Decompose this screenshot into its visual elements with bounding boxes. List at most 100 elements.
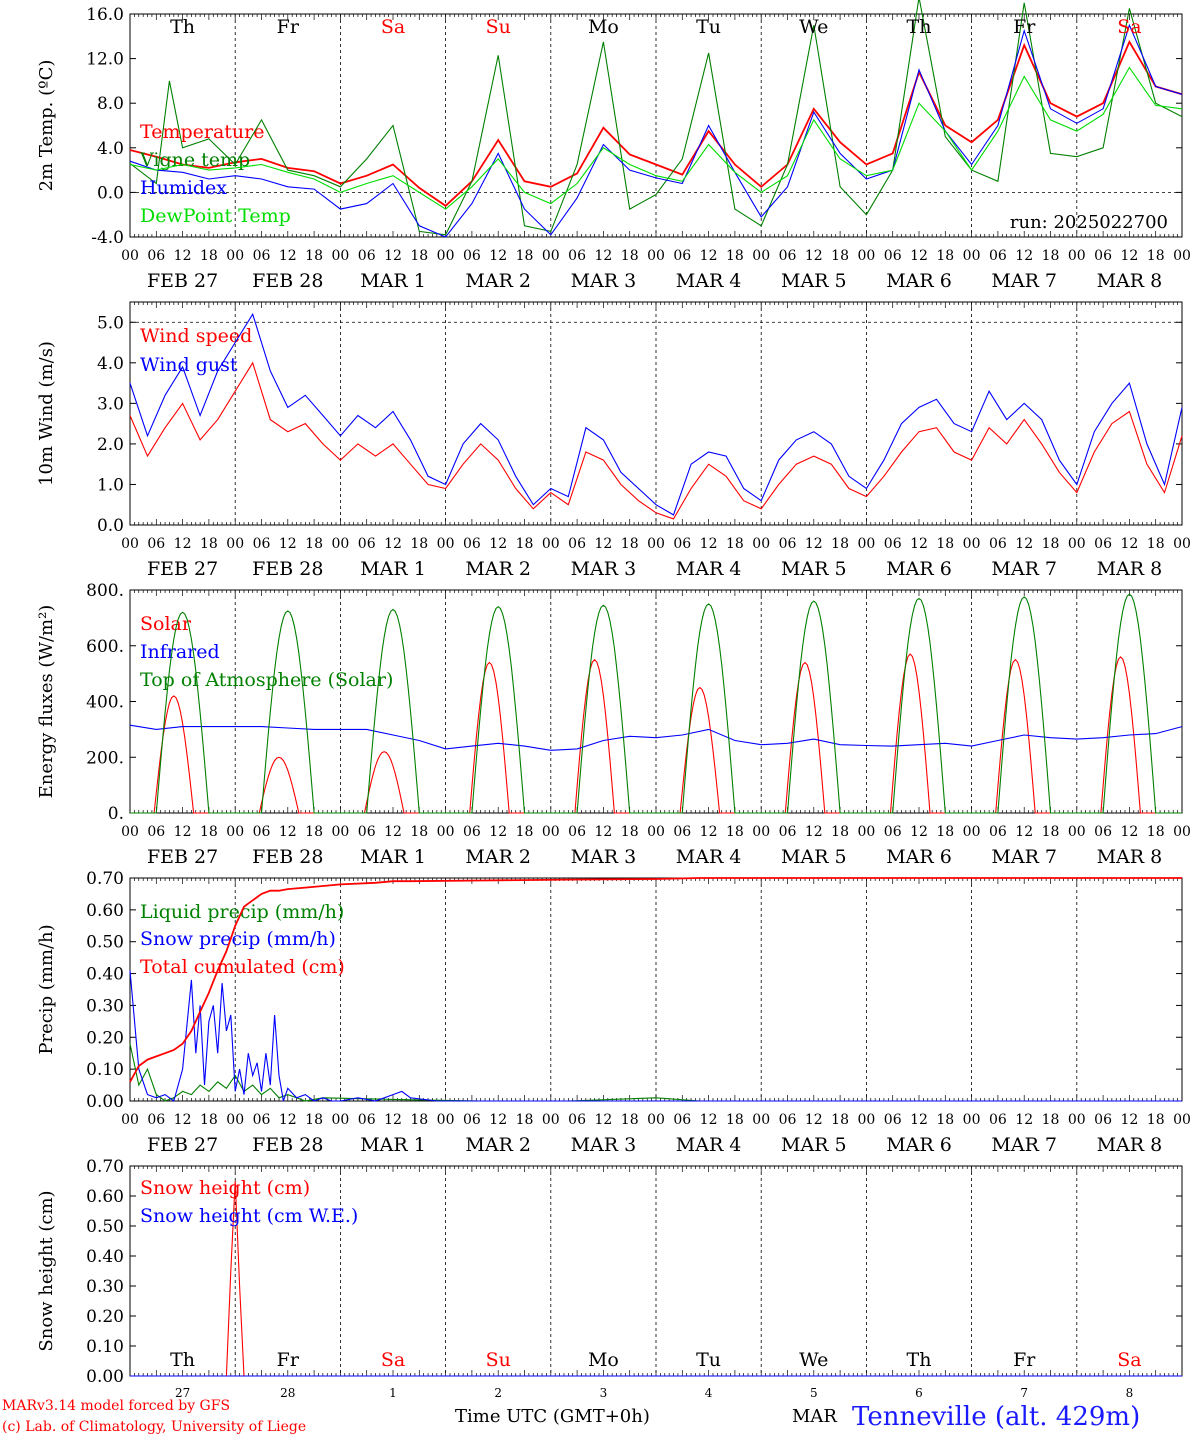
day-of-week-label: Sa bbox=[1117, 16, 1141, 38]
date-label: MAR 4 bbox=[676, 270, 742, 292]
hour-tick-label: 12 bbox=[700, 824, 718, 840]
day-of-week-label: Th bbox=[170, 1349, 195, 1371]
hour-tick-label: 00 bbox=[752, 824, 770, 840]
date-label: MAR 7 bbox=[991, 558, 1057, 580]
y-tick-label: 0. bbox=[108, 804, 124, 824]
date-label: MAR 1 bbox=[360, 846, 426, 868]
hour-tick-label: 12 bbox=[910, 1112, 928, 1128]
date-label: MAR 5 bbox=[781, 270, 847, 292]
date-label: MAR 2 bbox=[465, 846, 531, 868]
day-number-label: 3 bbox=[600, 1386, 608, 1400]
series-line-vigne-temp bbox=[129, 0, 1183, 236]
hour-tick-label: 06 bbox=[989, 536, 1007, 552]
hour-tick-label: 06 bbox=[147, 536, 165, 552]
hour-tick-label: 00 bbox=[963, 1112, 981, 1128]
hour-tick-label: 06 bbox=[989, 1112, 1007, 1128]
hour-tick-label: 00 bbox=[963, 536, 981, 552]
y-tick-label: 0.20 bbox=[86, 1307, 124, 1327]
date-label: MAR 8 bbox=[1097, 846, 1163, 868]
series-line-wind-gust bbox=[129, 312, 1183, 516]
hour-tick-label: 18 bbox=[621, 536, 639, 552]
hour-tick-label: 18 bbox=[1147, 824, 1165, 840]
day-of-week-label: Tu bbox=[696, 16, 721, 38]
hour-tick-label: 18 bbox=[1042, 824, 1060, 840]
hour-tick-label: 06 bbox=[463, 536, 481, 552]
hour-tick-label: 06 bbox=[1094, 536, 1112, 552]
hour-tick-label: 18 bbox=[621, 824, 639, 840]
day-of-week-label: Fr bbox=[1013, 1349, 1036, 1371]
hour-tick-label: 12 bbox=[805, 824, 823, 840]
hour-tick-label: 00 bbox=[857, 1112, 875, 1128]
hour-tick-label: 06 bbox=[989, 824, 1007, 840]
hour-tick-label: 06 bbox=[779, 248, 797, 264]
hour-tick-label: 18 bbox=[936, 1112, 954, 1128]
hour-tick-label: 12 bbox=[910, 248, 928, 264]
day-number-label: 5 bbox=[810, 1386, 818, 1400]
hour-tick-label: 06 bbox=[463, 1112, 481, 1128]
date-label: FEB 27 bbox=[147, 846, 218, 868]
hour-tick-label: 18 bbox=[305, 1112, 323, 1128]
hour-tick-label: 18 bbox=[200, 824, 218, 840]
date-label: MAR 3 bbox=[571, 1134, 637, 1156]
hour-tick-label: 00 bbox=[331, 1112, 349, 1128]
legend-entry: Snow height (cm) bbox=[140, 1177, 310, 1199]
day-of-week-label: Su bbox=[486, 16, 511, 38]
hour-tick-label: 06 bbox=[673, 536, 691, 552]
hour-tick-label: 18 bbox=[1042, 248, 1060, 264]
hour-tick-label: 12 bbox=[384, 1112, 402, 1128]
hour-tick-label: 00 bbox=[752, 248, 770, 264]
hour-tick-label: 12 bbox=[910, 824, 928, 840]
y-tick-label: 0.60 bbox=[86, 1187, 124, 1207]
y-tick-label: 0.40 bbox=[86, 965, 124, 985]
hour-tick-label: 00 bbox=[226, 824, 244, 840]
hour-tick-label: 00 bbox=[437, 824, 455, 840]
day-of-week-label: Mo bbox=[588, 1349, 619, 1371]
hour-tick-label: 18 bbox=[726, 536, 744, 552]
y-tick-label: 400. bbox=[86, 693, 124, 713]
hour-tick-label: 06 bbox=[568, 248, 586, 264]
hour-tick-label: 00 bbox=[542, 536, 560, 552]
hour-tick-label: 06 bbox=[884, 536, 902, 552]
series-line-wind-speed bbox=[129, 361, 1183, 520]
hour-tick-label: 06 bbox=[1094, 248, 1112, 264]
hour-tick-label: 00 bbox=[1068, 1112, 1086, 1128]
hour-tick-label: 12 bbox=[279, 536, 297, 552]
hour-tick-label: 00 bbox=[647, 536, 665, 552]
y-tick-label: 2.0 bbox=[97, 435, 124, 455]
x-axis-title: Time UTC (GMT+0h) bbox=[455, 1406, 650, 1427]
legend-entry: Wind gust bbox=[140, 354, 238, 376]
hour-tick-label: 18 bbox=[831, 824, 849, 840]
hour-tick-label: 12 bbox=[174, 1112, 192, 1128]
day-number-label: 1 bbox=[389, 1386, 397, 1400]
day-of-week-label: Fr bbox=[277, 16, 300, 38]
hour-tick-label: 00 bbox=[752, 1112, 770, 1128]
hour-tick-label: 12 bbox=[489, 824, 507, 840]
hour-tick-label: 18 bbox=[516, 248, 534, 264]
hour-tick-label: 12 bbox=[1120, 536, 1138, 552]
hour-tick-label: 18 bbox=[410, 536, 428, 552]
hour-tick-label: 06 bbox=[1094, 824, 1112, 840]
hour-tick-label: 12 bbox=[279, 824, 297, 840]
hour-tick-label: 06 bbox=[358, 1112, 376, 1128]
hour-tick-label: 00 bbox=[1173, 536, 1191, 552]
hour-tick-label: 18 bbox=[516, 824, 534, 840]
hour-tick-label: 12 bbox=[594, 1112, 612, 1128]
day-number-label: 28 bbox=[280, 1386, 295, 1400]
panel-5: 0.00 0.10 0.20 0.30 0.40 0.50 0.60 0.70 Snow hei… bbox=[36, 1157, 1183, 1400]
y-tick-label: 0.40 bbox=[86, 1247, 124, 1267]
hour-tick-label: 06 bbox=[568, 1112, 586, 1128]
hour-tick-label: 18 bbox=[516, 536, 534, 552]
legend-entry: DewPoint Temp bbox=[140, 205, 291, 227]
hour-tick-label: 06 bbox=[779, 536, 797, 552]
hour-tick-label: 00 bbox=[647, 248, 665, 264]
y-tick-label: -4.0 bbox=[91, 228, 124, 248]
hour-tick-label: 12 bbox=[489, 248, 507, 264]
hour-tick-label: 18 bbox=[831, 1112, 849, 1128]
hour-tick-label: 00 bbox=[121, 824, 139, 840]
hour-tick-label: 12 bbox=[1120, 248, 1138, 264]
date-label: MAR 7 bbox=[991, 846, 1057, 868]
hour-tick-label: 06 bbox=[568, 824, 586, 840]
hour-tick-label: 18 bbox=[1147, 1112, 1165, 1128]
hour-tick-label: 06 bbox=[147, 1112, 165, 1128]
day-number-label: 2 bbox=[494, 1386, 502, 1400]
